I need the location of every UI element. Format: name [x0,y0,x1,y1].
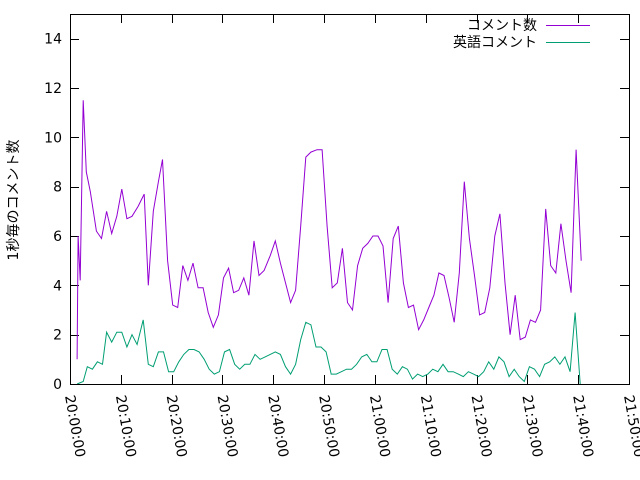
x-tick-label: 20:00:00 [61,394,88,459]
x-tick-labels: 20:00:00 20:10:00 20:20:00 20:30:00 20:40:00… [61,394,640,459]
y-tick-labels: 0 2 4 6 8 10 12 14 [44,32,62,393]
legend-label-0: コメント数 [467,18,537,34]
y-tick-label: 2 [53,328,62,344]
y-tick-label: 6 [53,229,62,245]
y-tick-label: 14 [44,32,62,48]
x-tick-label: 20:10:00 [112,394,139,459]
y-tick-label: 12 [44,81,62,97]
x-tick-label: 21:10:00 [417,394,444,459]
x-tick-label: 20:20:00 [163,394,190,459]
x-tick-label: 20:50:00 [315,394,342,459]
series-line-1 [76,312,581,385]
y-tick-label: 10 [44,130,62,146]
tick-marks [70,14,630,385]
x-tick-label: 21:20:00 [468,394,495,459]
series-lines [76,100,582,385]
x-tick-label: 21:30:00 [518,394,545,459]
y-tick-label: 0 [53,377,62,393]
plot-frame [70,14,630,385]
x-tick-label: 21:40:00 [569,394,596,459]
legend-label-1: 英語コメント [453,34,537,51]
x-tick-label: 21:50:00 [620,394,640,459]
y-tick-label: 8 [53,180,62,196]
y-axis-label: 1秒毎のコメント数 [6,140,22,261]
x-tick-label: 20:40:00 [264,394,291,459]
x-tick-label: 20:30:00 [214,394,241,459]
y-tick-label: 4 [53,278,62,294]
x-tick-label: 21:00:00 [366,394,393,459]
series-line-0 [76,100,582,360]
